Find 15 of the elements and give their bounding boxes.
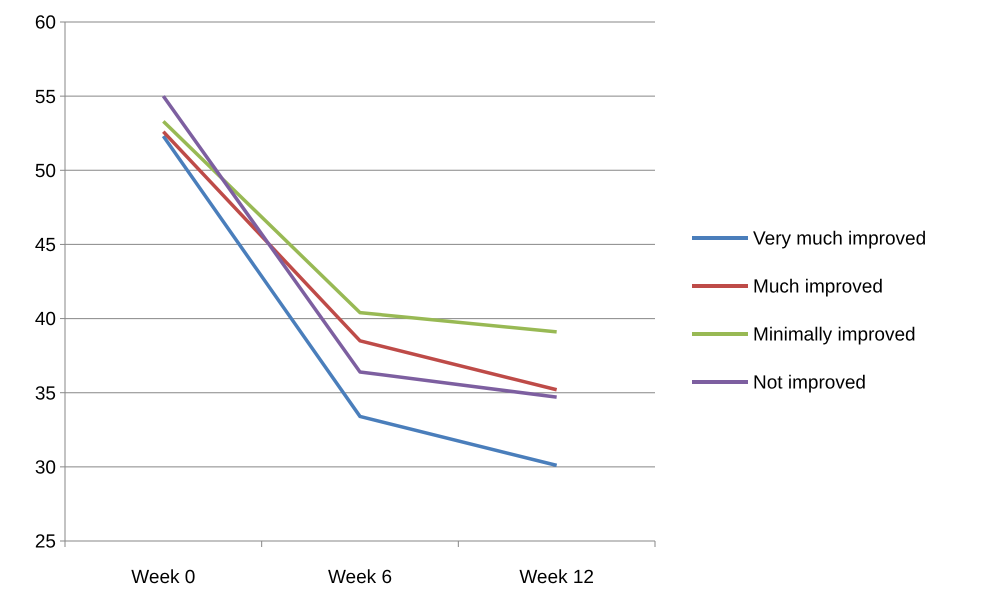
y-tick-label: 30	[34, 458, 56, 479]
x-tick-label: Week 0	[131, 567, 196, 588]
y-tick-label: 40	[34, 309, 56, 330]
y-tick-label: 35	[34, 383, 56, 404]
legend-label: Not improved	[753, 372, 866, 394]
legend-label: Minimally improved	[753, 324, 916, 346]
x-tick-label: Week 12	[519, 567, 594, 588]
y-tick-label: 50	[34, 160, 56, 182]
legend-label: Much improved	[753, 276, 883, 298]
y-tick-label: 60	[34, 12, 56, 34]
legend-label: Very much improved	[753, 228, 926, 250]
y-tick-label: 45	[34, 235, 56, 256]
x-tick-label: Week 6	[328, 567, 392, 588]
y-tick-label: 25	[34, 532, 56, 553]
y-tick-label: 55	[34, 86, 56, 108]
